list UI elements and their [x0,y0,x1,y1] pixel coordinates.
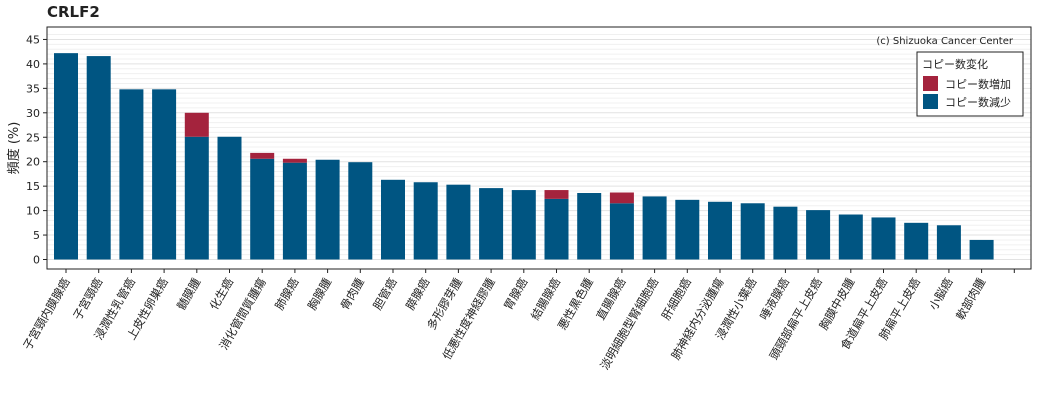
x-tick-label: 軟部肉腫 [953,275,988,322]
legend-swatch-loss [923,94,938,109]
copyright-text: (c) Shizuoka Cancer Center [876,36,1014,47]
bar-loss [740,203,765,260]
bar-loss [511,190,536,260]
bar-loss [86,56,111,260]
legend-swatch-gain [923,76,938,91]
x-tick-label: 淡明細胞型腎細胞癌 [597,275,661,372]
x-tick-label: 小脳癌 [926,275,956,312]
x-axis: 子宮頸内膜腺癌子宮頸癌浸潤性乳管癌上皮性卵巣癌 髄膜腫 化生癌消化管間質腫瘍 肺腺癌胸… [20,269,1015,372]
bar-loss [282,162,307,260]
x-tick-label: 骨肉腫 [338,275,368,312]
bar-loss [381,179,405,260]
y-tick-label: 5 [33,229,40,242]
bar-gain [250,152,275,159]
x-tick-label: 膵腺癌 [403,275,433,312]
x-tick-label: 胆管癌 [370,275,400,312]
bar-loss [904,222,929,260]
bar-loss [675,199,700,260]
bar-loss [708,201,732,260]
x-tick-label: 直腸腺癌 [593,275,628,322]
legend: コピー数変化 コピー数増加 コピー数減少 [916,51,1024,117]
x-tick-label: 肺腺癌 [272,275,302,312]
x-tick-label: 肝細胞癌 [659,275,694,322]
y-tick-label: 25 [26,131,40,144]
bar-gain [544,190,569,199]
x-tick-label: 唾液腺癌 [757,275,792,322]
x-tick-label: 胃腺癌 [501,275,531,312]
y-tick-label: 10 [26,205,40,218]
y-axis-label: 頻度 (%) [6,122,22,175]
y-tick-label: 15 [26,180,40,193]
bar-loss [479,188,504,260]
bar-loss [250,158,275,260]
grid-lines [47,34,1031,260]
bar-loss [348,162,373,260]
bar-loss [217,136,242,260]
plot-frame [46,26,1032,270]
bar-loss [609,203,634,260]
y-tick-label: 45 [26,33,40,46]
bar-gain [609,192,634,204]
bar-loss [315,159,340,260]
bar-loss [119,89,144,260]
bar-gain [282,158,307,163]
bar-loss [936,225,961,260]
y-axis: 0 5 10 15 20 25 30 35 40 45 [26,33,47,267]
bars [54,53,994,260]
bar-loss [152,89,177,260]
bar-loss [446,184,471,260]
x-tick-label: 子宮頸癌 [70,275,105,322]
y-tick-label: 35 [26,82,40,95]
y-tick-label: 20 [26,156,40,169]
bar-loss [871,217,896,260]
x-tick-label: 髄膜腫 [174,275,204,312]
bar-loss [969,239,994,260]
bar-loss [642,196,667,260]
y-tick-label: 30 [26,107,40,120]
x-tick-label: 胸腺腫 [305,275,335,312]
x-tick-label: 子宮頸内膜腺癌 [20,275,73,352]
x-tick-label: 化生癌 [207,275,237,312]
x-tick-label: 結腸腺癌 [528,275,563,322]
legend-title: コピー数変化 [922,57,988,71]
legend-label-gain: コピー数増加 [945,78,1011,91]
bar-gain [184,112,209,137]
chart-title: CRLF2 [47,3,100,21]
bar-loss [413,182,438,260]
y-tick-label: 40 [26,58,40,71]
y-tick-label: 0 [33,254,40,267]
bar-loss [838,214,863,260]
bar-loss [54,53,78,260]
bar-loss [806,210,831,260]
bar-loss [544,198,569,260]
bar-loss [577,192,602,260]
bar-loss [773,206,798,260]
bar-loss [184,136,209,260]
legend-label-loss: コピー数減少 [945,95,1011,109]
